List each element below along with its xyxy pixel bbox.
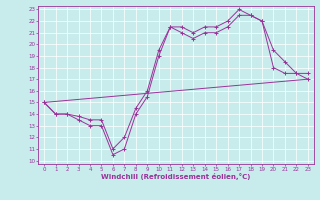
X-axis label: Windchill (Refroidissement éolien,°C): Windchill (Refroidissement éolien,°C) [101,173,251,180]
